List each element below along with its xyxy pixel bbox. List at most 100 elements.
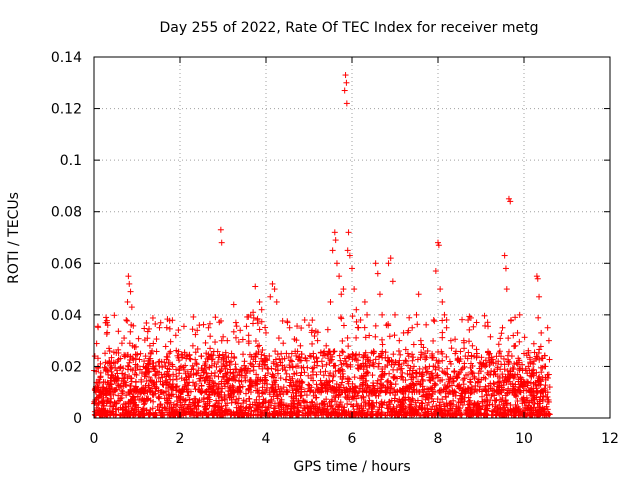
x-tick-label: 2 (176, 431, 185, 447)
x-tick-label: 0 (90, 431, 99, 447)
data-point (396, 337, 403, 344)
data-point (376, 291, 383, 298)
data-point (424, 394, 431, 401)
data-point (232, 334, 239, 341)
y-tick-label: 0.14 (51, 50, 82, 66)
data-point (374, 270, 381, 277)
data-point (218, 337, 225, 344)
data-point (306, 322, 312, 329)
data-point (303, 392, 310, 399)
data-point (417, 337, 424, 344)
data-point (336, 352, 343, 359)
x-tick-label: 12 (601, 431, 619, 447)
data-point (293, 352, 300, 359)
data-point (466, 397, 473, 404)
data-point (390, 351, 397, 358)
data-point (263, 329, 269, 336)
data-point (536, 293, 543, 300)
data-point (545, 371, 552, 378)
y-tick-label: 0.02 (51, 359, 82, 375)
data-point (137, 350, 144, 357)
data-point (149, 314, 156, 321)
data-point (492, 397, 499, 404)
data-point (313, 381, 320, 388)
data-point (340, 349, 347, 356)
data-point (93, 340, 100, 347)
data-point (212, 339, 219, 346)
data-point (291, 370, 298, 377)
data-point (245, 332, 252, 339)
data-point (439, 357, 446, 364)
data-point (230, 328, 237, 335)
data-point (379, 311, 386, 318)
data-point (501, 252, 508, 259)
data-point (460, 381, 467, 388)
data-point (538, 369, 545, 376)
data-point (127, 288, 134, 295)
data-point (125, 273, 132, 280)
data-point (240, 351, 247, 358)
data-point (351, 374, 358, 381)
data-point (212, 314, 219, 321)
x-axis-label: GPS time / hours (293, 459, 410, 475)
data-point (258, 306, 265, 313)
data-point (364, 369, 371, 376)
data-point (272, 348, 279, 355)
y-axis-label: ROTI / TECUs (6, 192, 22, 284)
data-point (297, 372, 304, 379)
data-point (409, 357, 416, 364)
data-point (338, 315, 345, 322)
data-point (467, 379, 474, 386)
data-point (180, 323, 187, 330)
data-point (217, 226, 224, 233)
data-point (338, 291, 345, 298)
data-point (509, 364, 516, 371)
data-point (389, 278, 396, 285)
data-point (205, 324, 212, 331)
data-point (344, 375, 351, 382)
data-point (364, 311, 371, 318)
data-point (175, 327, 182, 334)
data-point (536, 373, 543, 380)
data-point (271, 286, 278, 293)
data-point (441, 382, 448, 389)
data-point (323, 342, 330, 349)
data-point (123, 317, 130, 324)
data-point (378, 409, 385, 416)
data-point (391, 332, 398, 339)
data-point (337, 399, 344, 406)
data-point (374, 377, 381, 384)
data-point (437, 286, 444, 293)
data-point (503, 286, 510, 293)
data-point (242, 390, 249, 397)
data-point (301, 369, 308, 376)
data-point (459, 316, 466, 323)
data-point (153, 348, 160, 355)
data-point (546, 356, 553, 363)
data-point (430, 337, 437, 344)
data-points (91, 72, 553, 419)
data-point (361, 298, 368, 305)
data-point (544, 324, 551, 331)
data-point (423, 369, 430, 376)
data-point (327, 370, 334, 377)
data-point (409, 324, 416, 331)
data-point (349, 403, 356, 410)
data-point (286, 362, 293, 369)
data-point (283, 402, 290, 409)
y-tick-labels: 0 0.02 0.04 0.06 0.08 0.1 0.12 0.14 (51, 50, 82, 427)
data-point (300, 398, 307, 405)
data-point (198, 353, 205, 360)
data-point (311, 333, 318, 340)
data-point (128, 304, 135, 311)
data-point (256, 326, 263, 333)
data-point (163, 324, 170, 331)
data-point (193, 370, 200, 377)
data-point (406, 314, 413, 321)
data-point (431, 318, 438, 325)
x-tick-label: 10 (515, 431, 533, 447)
data-point (353, 306, 360, 313)
data-point (193, 360, 200, 367)
data-point (379, 341, 386, 348)
data-point (399, 374, 406, 381)
